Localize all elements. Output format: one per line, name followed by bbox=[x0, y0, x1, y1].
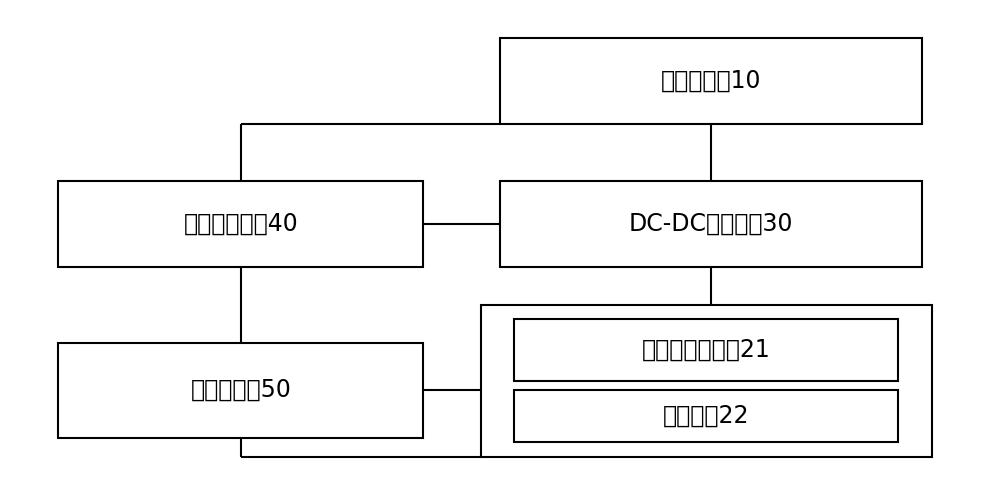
FancyBboxPatch shape bbox=[58, 343, 423, 438]
FancyBboxPatch shape bbox=[58, 181, 423, 266]
Text: 充电控制模块40: 充电控制模块40 bbox=[183, 212, 298, 236]
FancyBboxPatch shape bbox=[514, 319, 898, 381]
Text: 电池管理器50: 电池管理器50 bbox=[190, 378, 291, 402]
Text: 电池热管理模块21: 电池热管理模块21 bbox=[642, 338, 771, 362]
FancyBboxPatch shape bbox=[481, 304, 932, 456]
Text: 动力电池组10: 动力电池组10 bbox=[661, 69, 761, 93]
Text: DC-DC转换模块30: DC-DC转换模块30 bbox=[629, 212, 793, 236]
FancyBboxPatch shape bbox=[500, 39, 922, 124]
Text: 车载空调22: 车载空调22 bbox=[663, 404, 750, 428]
FancyBboxPatch shape bbox=[514, 390, 898, 443]
FancyBboxPatch shape bbox=[500, 181, 922, 266]
